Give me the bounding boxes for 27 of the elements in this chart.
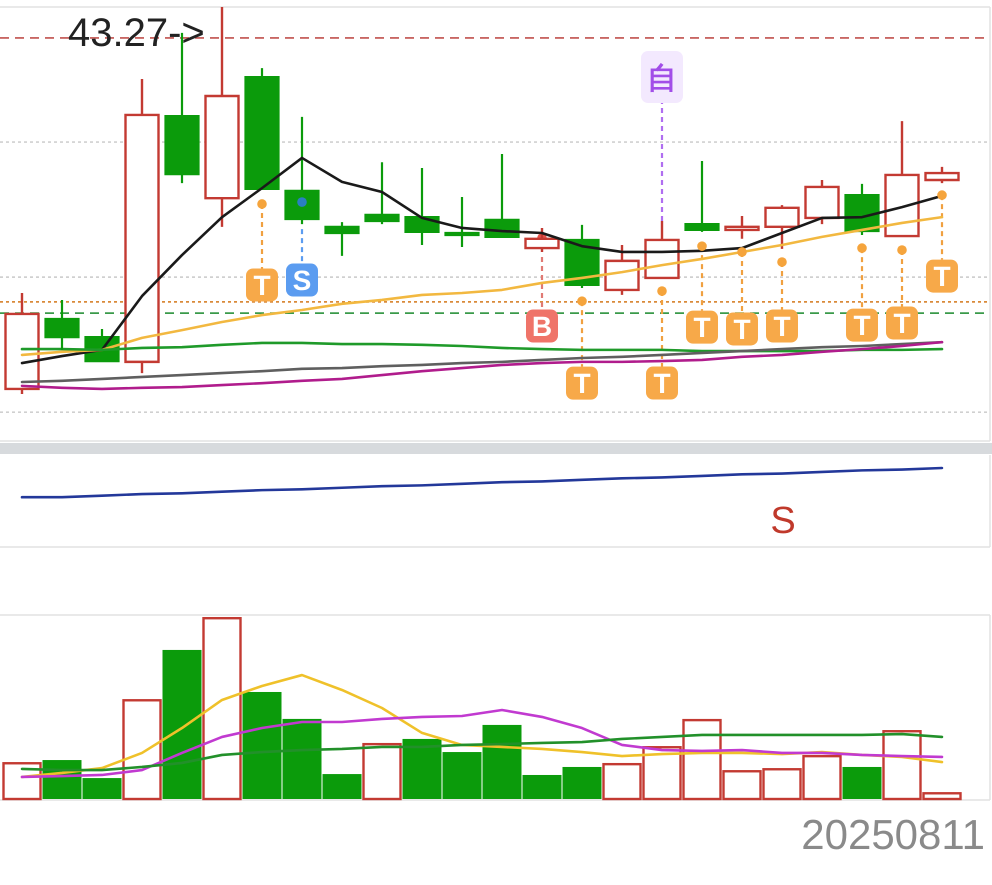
- annotation: T: [726, 312, 758, 346]
- annotation: B: [526, 310, 558, 343]
- annotation: T: [653, 368, 671, 400]
- annotation: 20250811: [801, 811, 985, 858]
- annotation: 43.27->: [68, 11, 205, 55]
- annotation: T: [926, 260, 958, 293]
- annotation: S: [292, 265, 312, 296]
- annotation: T: [246, 268, 278, 302]
- annotation: S: [286, 264, 318, 297]
- annotation: T: [253, 270, 271, 302]
- annotation: T: [886, 306, 918, 340]
- annotation: T: [693, 312, 711, 344]
- annotation: T: [846, 308, 878, 342]
- annotation: S: [770, 500, 796, 542]
- annotation: T: [893, 308, 911, 340]
- annotation: T: [933, 261, 951, 292]
- annotation: 自: [641, 51, 683, 103]
- annotation: T: [766, 310, 798, 343]
- annotation: T: [686, 310, 718, 344]
- annotation: T: [733, 314, 751, 346]
- annotation: T: [853, 310, 871, 342]
- annotation: B: [532, 311, 552, 342]
- annotation: T: [573, 368, 591, 400]
- annotation: 自: [647, 62, 677, 95]
- annotation: T: [646, 366, 678, 400]
- annotation: T: [566, 366, 598, 400]
- annotation: T: [773, 311, 791, 342]
